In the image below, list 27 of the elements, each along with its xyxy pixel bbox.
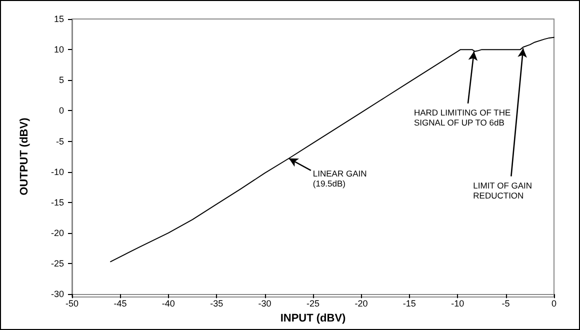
y-tick-label: 5 [58, 75, 64, 86]
x-tick-label: -45 [114, 298, 127, 309]
y-tick-label: 15 [54, 14, 64, 24]
line-series [110, 36, 554, 262]
x-tick-label: 0 [551, 298, 557, 309]
y-tick-label: 10 [54, 44, 64, 55]
x-tick-label: -5 [502, 298, 510, 309]
annotation: LINEAR GAIN (19.5dB) [312, 168, 367, 188]
annotation: LIMIT OF GAIN REDUCTION [473, 180, 532, 200]
y-tick-label: -20 [50, 228, 64, 238]
x-tick-label: -25 [306, 298, 320, 309]
y-tick-label: -15 [50, 197, 64, 208]
x-tick-label: -50 [65, 298, 79, 309]
y-tick-label: 0 [58, 106, 64, 116]
x-tick-label: -30 [258, 298, 272, 309]
x-tick-label: -20 [354, 298, 368, 309]
x-axis-title: INPUT (dBV) [280, 312, 346, 324]
x-tick-label: -35 [210, 298, 224, 309]
y-tick-label: -10 [50, 166, 64, 177]
y-tick-label: -25 [50, 258, 64, 269]
x-tick-label: -40 [162, 298, 175, 309]
y-tick-label: -5 [56, 136, 64, 146]
y-tick-label: -30 [50, 289, 64, 300]
x-tick-label: -15 [402, 298, 416, 309]
x-tick-label: -10 [451, 298, 464, 309]
y-axis-title: OUTPUT (dBV) [18, 117, 30, 196]
annotation: HARD LIMITING OF THE SIGNAL OF UP TO 6dB [414, 107, 511, 128]
